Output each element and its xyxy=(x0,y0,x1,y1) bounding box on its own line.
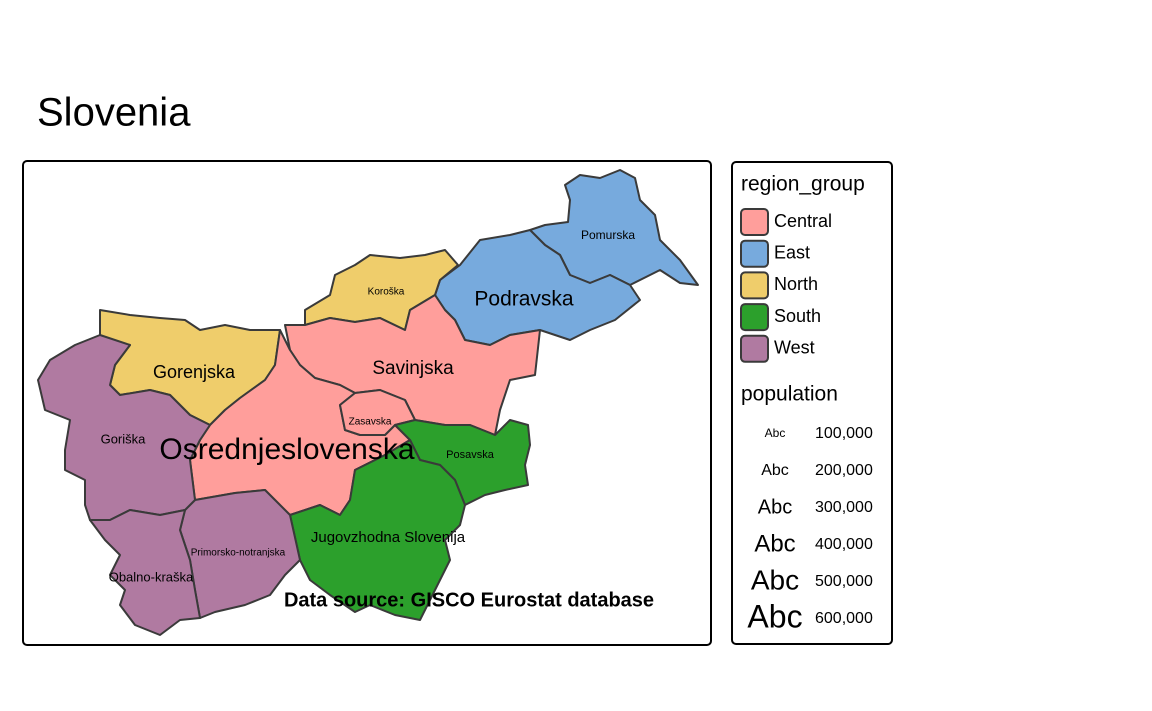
legend-size-label: 300,000 xyxy=(815,499,873,516)
legend-swatch xyxy=(740,334,769,363)
legend-size-sample: Abc xyxy=(754,530,795,557)
legend-label: South xyxy=(774,306,821,326)
region-label: Koroška xyxy=(368,287,405,298)
legend-swatch xyxy=(740,239,769,268)
legend-label: West xyxy=(774,338,815,358)
region xyxy=(289,439,466,621)
legend-size-label: 500,000 xyxy=(815,573,873,590)
legend-size-sample: Abc xyxy=(761,462,789,479)
region-label: Obalno-kraška xyxy=(109,569,194,584)
region-label: Podravska xyxy=(474,288,574,311)
legend-size-sample: Abc xyxy=(751,564,799,595)
legend-swatch xyxy=(740,271,769,300)
legend-label: Central xyxy=(774,211,832,231)
legend-label: North xyxy=(774,274,818,294)
legend-size-sample: Abc xyxy=(765,426,786,440)
legend-size-sample: Abc xyxy=(747,598,802,634)
legend-size-label: 200,000 xyxy=(815,462,873,479)
region-label: Goriška xyxy=(101,431,147,446)
regions xyxy=(37,169,699,636)
region-label: Zasavska xyxy=(349,417,392,428)
region-label: Pomurska xyxy=(581,228,635,242)
legend-swatch xyxy=(740,208,769,236)
legend-size-label: 400,000 xyxy=(815,536,873,553)
legend: Central East North South West Abc 100,000 Abc 20… xyxy=(740,208,873,634)
region xyxy=(529,169,699,286)
legend-size-label: 100,000 xyxy=(815,425,873,442)
map-title: Slovenia xyxy=(37,91,191,135)
source-note: Data source: GISCO Eurostat database xyxy=(284,589,654,611)
region-label: Posavska xyxy=(446,449,495,461)
legend-swatch xyxy=(740,303,769,332)
legend-frame xyxy=(731,161,893,645)
legend-title: population xyxy=(741,383,838,406)
region-label: Savinjska xyxy=(372,358,454,379)
legend-title: region_group xyxy=(741,173,865,196)
legend-label: East xyxy=(774,242,810,262)
legend-size-label: 600,000 xyxy=(815,610,873,627)
region-label: Primorsko-notranjska xyxy=(191,548,286,559)
legend-size-sample: Abc xyxy=(758,496,792,518)
region-label: Jugovzhodna Slovenija xyxy=(311,529,466,546)
region xyxy=(89,509,201,636)
region-label: Gorenjska xyxy=(153,362,236,382)
region-labels: Pomurska Podravska Koroška Gorenjska Savinjs… xyxy=(101,228,636,584)
region-label: Osrednjeslovenska xyxy=(159,433,414,466)
